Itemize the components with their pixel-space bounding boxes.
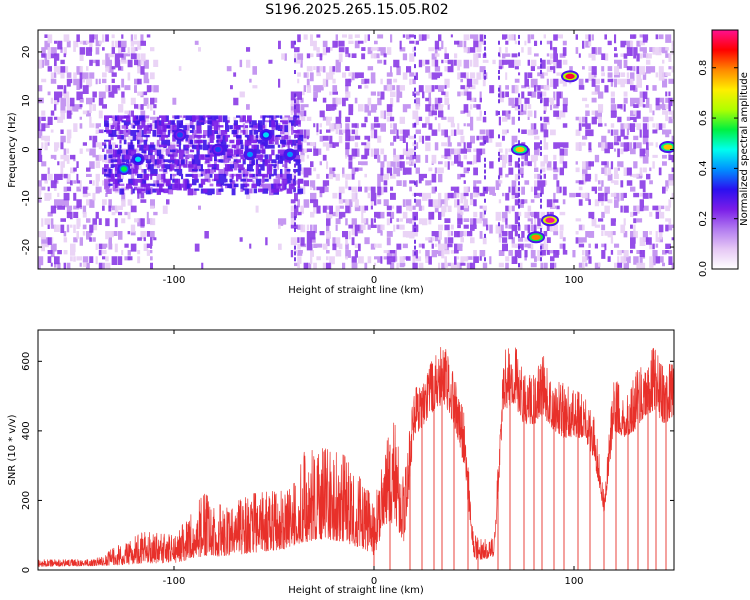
snr-y-tick-label: 0 [21, 567, 32, 573]
colorbar-label: Normalized spectral amplitude [739, 72, 750, 226]
snr-y-tick-label: 400 [21, 421, 32, 440]
heatmap-bright-features [117, 70, 674, 244]
snr-y-tick-label: 600 [21, 352, 32, 371]
heatmap-y-tick-label: -20 [21, 239, 32, 255]
snr-x-tick-label: 100 [564, 576, 583, 587]
heatmap-x-ticks: -100 0 100 [163, 30, 584, 286]
snr-x-tick-label: -100 [163, 576, 186, 587]
colorbar-gradient [712, 30, 738, 269]
colorbar-tick-label: 0.4 [698, 160, 709, 176]
heatmap-x-axis-label: Height of straight line (km) [288, 285, 424, 296]
snr-panel: -100 0 100 0 200 400 600 Height of straight l… [7, 329, 675, 596]
heatmap-texture-layer [104, 115, 304, 196]
snr-y-axis-label: SNR (10 * v/v) [7, 414, 18, 485]
snr-y-tick-label: 200 [21, 491, 32, 510]
heatmap-x-tick-label: -100 [163, 275, 186, 286]
snr-dropout-lines [373, 364, 667, 570]
colorbar-frame [711, 29, 739, 270]
heatmap-feature [511, 143, 529, 156]
chart-title: S196.2025.265.15.05.R02 [265, 2, 448, 18]
heatmap-feature [243, 148, 257, 161]
heatmap-texture-layer [38, 34, 674, 269]
heatmap-feature [541, 214, 559, 227]
heatmap-y-tick-label: -10 [21, 190, 32, 206]
heatmap-y-axis-label: Frequency (Hz) [7, 112, 18, 188]
heatmap-cells [38, 34, 674, 269]
colorbar-tick-label: 0.2 [698, 211, 709, 227]
colorbar-tick-label: 0.6 [698, 110, 709, 126]
snr-x-ticks: -100 0 100 [163, 330, 584, 587]
heatmap-x-tick-label: 0 [371, 275, 377, 286]
heatmap-feature [527, 231, 545, 244]
heatmap-y-tick-label: 10 [21, 94, 32, 107]
colorbar-ticks: 0.0 0.2 0.4 0.6 0.8 [698, 60, 738, 277]
heatmap-y-tick-label: 0 [21, 146, 32, 152]
heatmap-feature [259, 128, 273, 141]
heatmap-feature [131, 153, 145, 166]
snr-frame [37, 329, 675, 571]
heatmap-feature [117, 163, 131, 176]
heatmap-feature [561, 70, 579, 83]
snr-x-tick-label: 0 [371, 576, 377, 587]
heatmap-feature [211, 143, 225, 156]
snr-y-ticks: 0 200 400 600 [21, 352, 674, 573]
heatmap-y-tick-label: 20 [21, 46, 32, 59]
colorbar-tick-label: 0.8 [698, 60, 709, 76]
heatmap-x-tick-label: 100 [564, 275, 583, 286]
heatmap-texture-layer [38, 34, 674, 269]
heatmap-feature [283, 148, 297, 161]
heatmap-y-ticks: -20 -10 0 10 20 [21, 46, 674, 255]
colorbar: 0.0 0.2 0.4 0.6 0.8 Normalized spectral ampl… [698, 29, 750, 277]
snr-x-axis-label: Height of straight line (km) [288, 585, 424, 596]
colorbar-tick-label: 0.0 [698, 261, 709, 277]
snr-series-line [38, 346, 674, 567]
heatmap-feature [173, 128, 187, 141]
